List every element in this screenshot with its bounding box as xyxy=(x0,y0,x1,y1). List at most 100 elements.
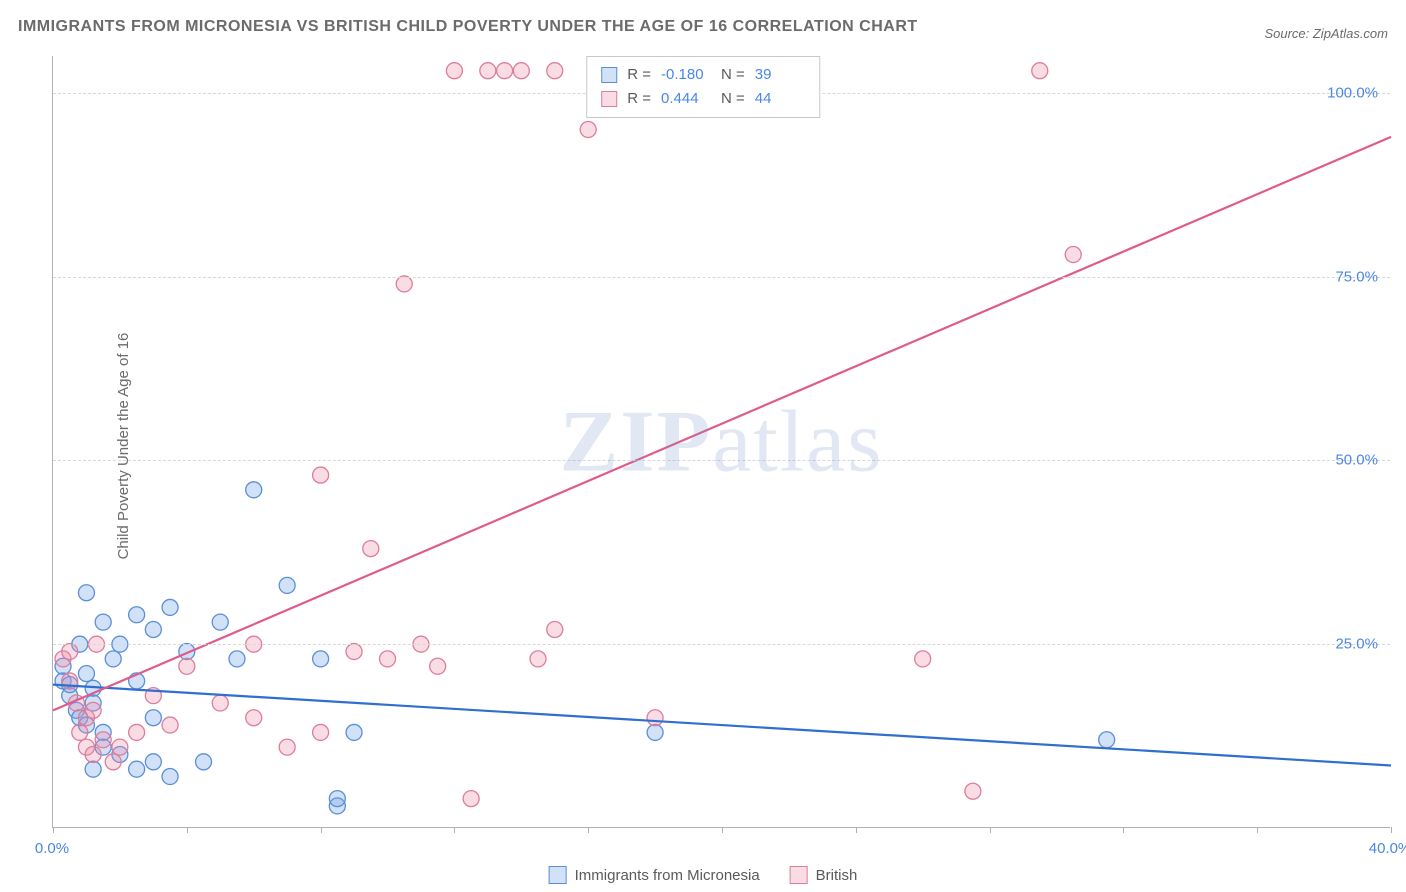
x-tick xyxy=(454,827,455,833)
data-point xyxy=(463,791,479,807)
data-point xyxy=(446,63,462,79)
data-point xyxy=(212,695,228,711)
data-point xyxy=(212,614,228,630)
data-point xyxy=(246,710,262,726)
legend-swatch xyxy=(549,866,567,884)
data-point xyxy=(105,754,121,770)
data-point xyxy=(129,724,145,740)
data-point xyxy=(162,769,178,785)
y-tick-label: 50.0% xyxy=(1335,452,1378,469)
data-point xyxy=(95,732,111,748)
stat-n-value: 44 xyxy=(755,87,805,111)
series-legend: Immigrants from Micronesia British xyxy=(549,866,858,884)
data-point xyxy=(647,710,663,726)
data-point xyxy=(380,651,396,667)
data-point xyxy=(112,739,128,755)
correlation-legend-row: R = -0.180 N = 39 xyxy=(601,63,805,87)
gridline xyxy=(53,460,1390,461)
data-point xyxy=(480,63,496,79)
data-point xyxy=(313,651,329,667)
legend-label: Immigrants from Micronesia xyxy=(575,867,760,884)
data-point xyxy=(430,658,446,674)
data-point xyxy=(1099,732,1115,748)
plot-svg xyxy=(53,56,1390,827)
data-point xyxy=(1065,247,1081,263)
data-point xyxy=(346,724,362,740)
data-point xyxy=(85,702,101,718)
data-point xyxy=(313,467,329,483)
data-point xyxy=(279,577,295,593)
data-point xyxy=(105,651,121,667)
data-point xyxy=(246,482,262,498)
data-point xyxy=(179,658,195,674)
data-point xyxy=(313,724,329,740)
data-point xyxy=(647,724,663,740)
x-tick xyxy=(321,827,322,833)
correlation-legend-row: R = 0.444 N = 44 xyxy=(601,87,805,111)
plot-area: ZIPatlas 25.0%50.0%75.0%100.0% xyxy=(52,56,1390,828)
x-tick xyxy=(1391,827,1392,833)
stat-r-label: R = xyxy=(627,63,651,87)
y-tick-label: 75.0% xyxy=(1335,268,1378,285)
gridline xyxy=(53,277,1390,278)
data-point xyxy=(547,63,563,79)
x-tick-label: 40.0% xyxy=(1369,840,1406,857)
source-credit: Source: ZipAtlas.com xyxy=(1264,26,1388,41)
data-point xyxy=(1032,63,1048,79)
data-point xyxy=(72,724,88,740)
data-point xyxy=(915,651,931,667)
data-point xyxy=(497,63,513,79)
y-tick-label: 25.0% xyxy=(1335,636,1378,653)
stat-r-value: -0.180 xyxy=(661,63,711,87)
data-point xyxy=(530,651,546,667)
x-tick xyxy=(1123,827,1124,833)
legend-item: British xyxy=(790,866,858,884)
stat-n-value: 39 xyxy=(755,63,805,87)
x-tick xyxy=(856,827,857,833)
x-tick-label: 0.0% xyxy=(35,840,69,857)
source-prefix: Source: xyxy=(1264,26,1312,41)
stat-n-label: N = xyxy=(721,63,745,87)
data-point xyxy=(279,739,295,755)
data-point xyxy=(580,122,596,138)
data-point xyxy=(513,63,529,79)
stat-r-label: R = xyxy=(627,87,651,111)
data-point xyxy=(145,621,161,637)
data-point xyxy=(85,746,101,762)
legend-label: British xyxy=(816,867,858,884)
chart-title: IMMIGRANTS FROM MICRONESIA VS BRITISH CH… xyxy=(18,18,918,36)
data-point xyxy=(129,761,145,777)
data-point xyxy=(62,644,78,660)
x-tick xyxy=(990,827,991,833)
data-point xyxy=(85,761,101,777)
x-tick xyxy=(1257,827,1258,833)
data-point xyxy=(363,541,379,557)
legend-swatch xyxy=(790,866,808,884)
x-tick xyxy=(588,827,589,833)
stat-r-value: 0.444 xyxy=(661,87,711,111)
stat-n-label: N = xyxy=(721,87,745,111)
data-point xyxy=(145,710,161,726)
legend-item: Immigrants from Micronesia xyxy=(549,866,760,884)
data-point xyxy=(129,607,145,623)
correlation-legend: R = -0.180 N = 39 R = 0.444 N = 44 xyxy=(586,56,820,118)
legend-swatch xyxy=(601,91,617,107)
data-point xyxy=(346,644,362,660)
data-point xyxy=(145,754,161,770)
data-point xyxy=(196,754,212,770)
data-point xyxy=(95,614,111,630)
source-name: ZipAtlas.com xyxy=(1313,26,1388,41)
x-tick xyxy=(187,827,188,833)
data-point xyxy=(229,651,245,667)
data-point xyxy=(78,585,94,601)
gridline xyxy=(53,644,1390,645)
data-point xyxy=(162,599,178,615)
data-point xyxy=(329,791,345,807)
x-tick xyxy=(722,827,723,833)
data-point xyxy=(78,666,94,682)
data-point xyxy=(162,717,178,733)
y-tick-label: 100.0% xyxy=(1327,84,1378,101)
data-point xyxy=(396,276,412,292)
x-tick xyxy=(53,827,54,833)
legend-swatch xyxy=(601,67,617,83)
